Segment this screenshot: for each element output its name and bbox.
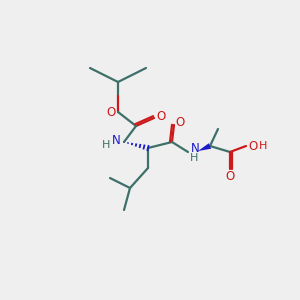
Text: H: H [102,140,110,150]
Text: H: H [259,141,267,151]
Text: O: O [225,169,235,182]
Text: H: H [190,153,198,163]
Text: O: O [106,106,116,118]
Text: O: O [248,140,258,152]
Text: N: N [112,134,120,146]
Text: O: O [156,110,166,122]
Text: O: O [176,116,184,128]
Polygon shape [198,143,211,151]
Text: N: N [190,142,200,155]
